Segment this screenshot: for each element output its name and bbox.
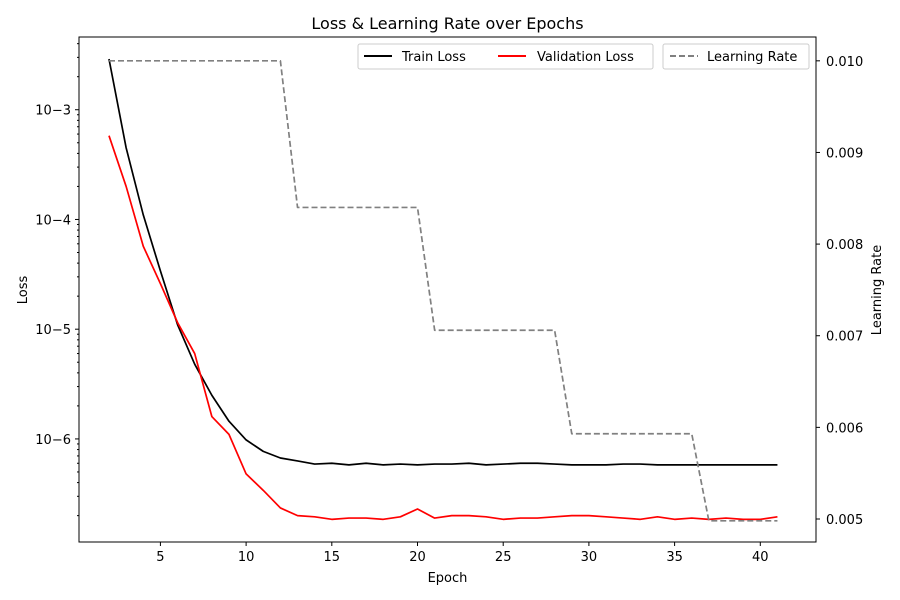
x-tick-label: 40 — [752, 550, 769, 565]
legend-loss: Train Loss Validation Loss — [357, 43, 654, 70]
y-axis-left: 10−6 10−5 10−4 10−3 — [35, 43, 79, 517]
series-line-learning-rate — [108, 59, 778, 522]
series-line-train-loss — [108, 58, 778, 466]
y2-tick-label: 0.008 — [826, 238, 863, 253]
x-axis: 5 10 15 20 25 30 35 40 — [156, 542, 769, 565]
legend-validation-loss-label: Validation Loss — [537, 50, 634, 65]
x-tick-label: 20 — [409, 550, 426, 565]
y2-tick-label: 0.006 — [826, 421, 863, 436]
x-tick-label: 35 — [666, 550, 683, 565]
y2-tick-label: 0.009 — [826, 146, 863, 161]
legend-learning-rate: Learning Rate — [662, 43, 810, 70]
legend-learning-rate-label: Learning Rate — [707, 50, 797, 65]
x-axis-label: Epoch — [428, 571, 468, 586]
legend-train-loss-label: Train Loss — [401, 50, 466, 65]
x-tick-label: 15 — [324, 550, 341, 565]
x-tick-label: 5 — [156, 550, 164, 565]
series-line-validation-loss — [108, 135, 778, 521]
y2-tick-label: 0.010 — [826, 55, 863, 70]
y-tick-label: 10−6 — [35, 433, 71, 448]
y-tick-label: 10−3 — [35, 104, 71, 119]
chart-title: Loss & Learning Rate over Epochs — [311, 14, 583, 33]
y-tick-label: 10−5 — [35, 323, 71, 338]
y-tick-label: 10−4 — [35, 213, 71, 228]
y2-axis-label: Learning Rate — [870, 245, 885, 335]
y-axis-label: Loss — [16, 276, 31, 305]
plot-area — [108, 58, 778, 522]
y2-tick-label: 0.005 — [826, 513, 863, 528]
x-tick-label: 25 — [495, 550, 512, 565]
legend-lr-box — [662, 43, 810, 70]
x-tick-label: 10 — [238, 550, 255, 565]
y2-tick-label: 0.007 — [826, 330, 863, 345]
plot-frame — [78, 36, 817, 543]
y-axis-right: 0.005 0.006 0.007 0.008 0.009 0.010 — [816, 55, 863, 528]
x-tick-label: 30 — [581, 550, 598, 565]
